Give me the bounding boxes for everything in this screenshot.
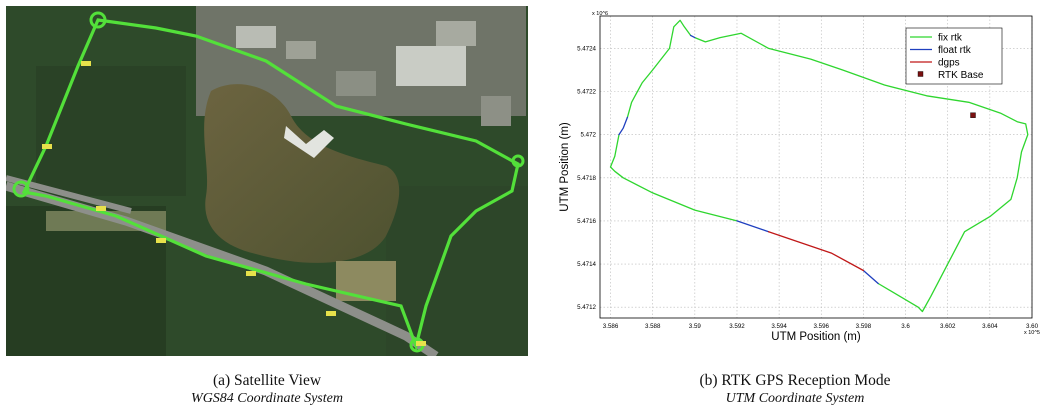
x-tick-label: 3.592 <box>729 323 745 330</box>
road-marker <box>96 206 106 211</box>
marker-layer <box>970 112 976 118</box>
y-tick-label: 5.4712 <box>577 304 596 311</box>
caption-b-subtitle: UTM Coordinate System <box>725 391 865 406</box>
open-field <box>336 261 396 301</box>
roundabout <box>89 11 107 29</box>
road-marker <box>416 341 426 346</box>
x-axis-label: UTM Position (m) <box>771 331 861 343</box>
y-tick-label: 5.472 <box>581 132 597 139</box>
legend-marker-swatch <box>917 71 924 77</box>
rtk-base-marker <box>970 112 976 118</box>
x-axis-multiplier: x 10^5 <box>1024 330 1040 336</box>
y-axis-label: UTM Position (m) <box>559 122 571 212</box>
caption-b-title: (b) RTK GPS Reception Mode <box>699 372 891 389</box>
satellite-view-image <box>4 6 528 360</box>
series-line-float-rtk <box>689 34 696 39</box>
road-marker <box>326 311 336 316</box>
road-marker <box>156 238 166 243</box>
building <box>336 71 376 96</box>
marsh-field <box>204 84 400 263</box>
y-tick-label: 5.4722 <box>577 89 596 96</box>
road-marker <box>42 144 52 149</box>
building <box>236 26 276 48</box>
series-layer <box>609 19 1029 313</box>
x-tick-label: 3.588 <box>645 323 661 330</box>
gps-track-overlay <box>21 18 520 352</box>
caption-a-title: (a) Satellite View <box>212 372 322 389</box>
axis-ticks: 3.586 3.588 3.59 3.592 3.594 3.596 3.598 3.6 3.6… <box>577 45 1039 330</box>
forest-patch <box>36 66 186 196</box>
x-tick-label: 3.586 <box>603 323 619 330</box>
satellite-map <box>4 6 528 360</box>
legend-label: dgps <box>938 58 960 69</box>
legend-label: float rtk <box>938 45 972 56</box>
building <box>286 41 316 59</box>
y-tick-label: 5.4724 <box>577 45 596 52</box>
x-tick-label: 3.602 <box>940 323 956 330</box>
series-line-dgps <box>767 231 865 272</box>
forest-patch <box>386 186 528 356</box>
series-line-float-rtk <box>862 269 879 285</box>
series-line-float-rtk <box>736 220 770 233</box>
x-tick-label: 3.6 <box>901 323 910 330</box>
building <box>396 46 466 86</box>
x-tick-label: 3.59 <box>689 323 702 330</box>
chart-svg: 3.586 3.588 3.59 3.592 3.594 3.596 3.598 3.6 3.6… <box>559 11 1040 343</box>
road-marker <box>246 271 256 276</box>
caption-b: (b) RTK GPS Reception Mode UTM Coordinat… <box>548 372 1042 408</box>
series-line-fix-rtk <box>609 133 738 222</box>
y-axis-multiplier: x 10^6 <box>592 11 608 17</box>
building <box>481 96 511 126</box>
y-tick-label: 5.4714 <box>577 261 596 268</box>
rtk-reception-chart: 3.586 3.588 3.59 3.592 3.594 3.596 3.598 3.6 3.6… <box>548 6 1042 356</box>
roundabout <box>511 154 525 168</box>
y-tick-label: 5.4718 <box>577 175 596 182</box>
x-tick-label: 3.594 <box>771 323 787 330</box>
roundabout <box>12 180 30 198</box>
caption-a-subtitle: WGS84 Coordinate System <box>191 391 343 406</box>
x-tick-label: 3.598 <box>856 323 872 330</box>
legend-label: fix rtk <box>938 33 963 44</box>
x-tick-label: 3.604 <box>982 323 998 330</box>
y-tick-label: 5.4716 <box>577 218 596 225</box>
caption-a: (a) Satellite View WGS84 Coordinate Syst… <box>6 372 528 408</box>
series-line-float-rtk <box>618 116 629 136</box>
legend-label: RTK Base <box>938 70 984 81</box>
plot-frame <box>599 15 1033 319</box>
building <box>436 21 476 46</box>
x-tick-label: 3.60 <box>1026 323 1039 330</box>
series-line-fix-rtk <box>694 32 1029 313</box>
campus-building <box>284 126 334 158</box>
road-marker <box>81 61 91 66</box>
x-tick-label: 3.596 <box>814 323 830 330</box>
series-line-fix-rtk <box>626 19 692 119</box>
